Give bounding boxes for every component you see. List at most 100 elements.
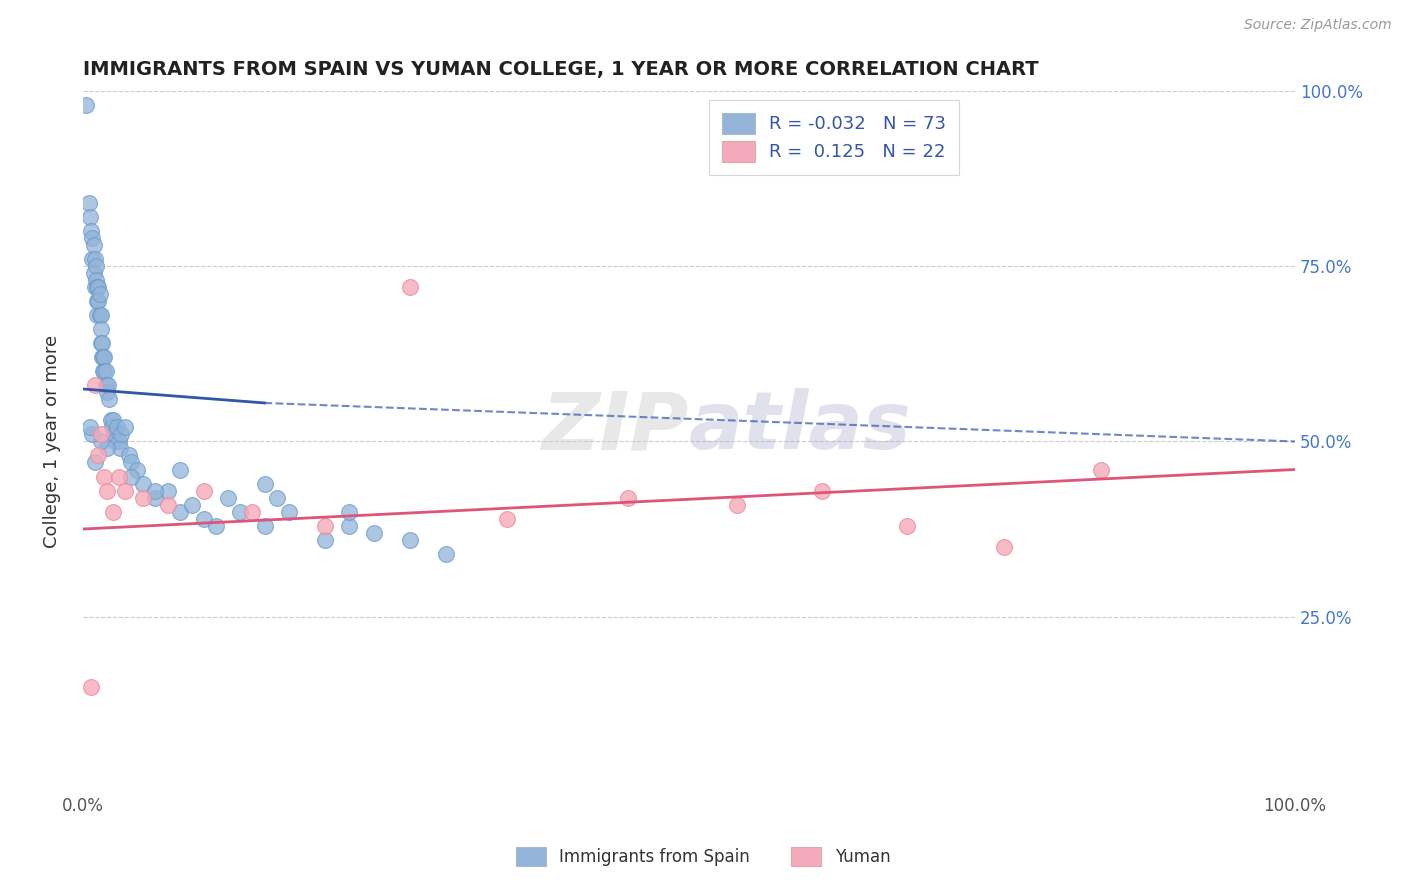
Point bbox=[145, 483, 167, 498]
Point bbox=[205, 518, 228, 533]
Point bbox=[90, 336, 112, 351]
Point bbox=[84, 260, 107, 274]
Point bbox=[96, 442, 118, 456]
Point bbox=[434, 547, 457, 561]
Point bbox=[89, 287, 111, 301]
Point bbox=[83, 238, 105, 252]
Point bbox=[399, 533, 422, 547]
Point bbox=[169, 504, 191, 518]
Point bbox=[86, 294, 108, 309]
Point bbox=[105, 420, 128, 434]
Point bbox=[94, 378, 117, 392]
Point bbox=[75, 98, 97, 112]
Point bbox=[90, 427, 112, 442]
Point bbox=[127, 462, 149, 476]
Point bbox=[104, 434, 127, 449]
Y-axis label: College, 1 year or more: College, 1 year or more bbox=[44, 334, 60, 548]
Point bbox=[337, 518, 360, 533]
Point bbox=[86, 280, 108, 294]
Point bbox=[100, 413, 122, 427]
Point bbox=[79, 420, 101, 434]
Point bbox=[314, 533, 336, 547]
Point bbox=[96, 483, 118, 498]
Point bbox=[83, 266, 105, 280]
Point bbox=[617, 491, 640, 505]
Point bbox=[114, 420, 136, 434]
Point bbox=[86, 309, 108, 323]
Point bbox=[77, 196, 100, 211]
Point bbox=[118, 449, 141, 463]
Point bbox=[93, 469, 115, 483]
Point bbox=[79, 211, 101, 225]
Point bbox=[82, 231, 104, 245]
Point bbox=[83, 378, 105, 392]
Point bbox=[314, 518, 336, 533]
Point bbox=[229, 504, 252, 518]
Point bbox=[108, 469, 131, 483]
Point bbox=[363, 525, 385, 540]
Point bbox=[94, 364, 117, 378]
Point bbox=[496, 511, 519, 525]
Point bbox=[811, 483, 834, 498]
Text: ZIP: ZIP bbox=[541, 389, 689, 467]
Point bbox=[83, 252, 105, 267]
Point bbox=[98, 392, 121, 407]
Point bbox=[97, 378, 120, 392]
Point bbox=[120, 469, 142, 483]
Point bbox=[90, 309, 112, 323]
Point bbox=[91, 351, 114, 365]
Point bbox=[896, 518, 918, 533]
Text: IMMIGRANTS FROM SPAIN VS YUMAN COLLEGE, 1 YEAR OR MORE CORRELATION CHART: IMMIGRANTS FROM SPAIN VS YUMAN COLLEGE, … bbox=[83, 60, 1038, 78]
Point bbox=[193, 483, 215, 498]
Point bbox=[242, 504, 264, 518]
Legend: Immigrants from Spain, Yuman: Immigrants from Spain, Yuman bbox=[508, 838, 898, 875]
Point bbox=[110, 427, 132, 442]
Point bbox=[90, 322, 112, 336]
Point bbox=[80, 224, 103, 238]
Point bbox=[103, 427, 125, 442]
Point bbox=[993, 540, 1015, 554]
Legend: R = -0.032   N = 73, R =  0.125   N = 22: R = -0.032 N = 73, R = 0.125 N = 22 bbox=[710, 100, 959, 175]
Point bbox=[83, 280, 105, 294]
Point bbox=[91, 364, 114, 378]
Point bbox=[156, 483, 179, 498]
Point bbox=[277, 504, 299, 518]
Point bbox=[253, 476, 276, 491]
Point bbox=[101, 413, 124, 427]
Point bbox=[91, 336, 114, 351]
Point bbox=[253, 518, 276, 533]
Point bbox=[110, 442, 132, 456]
Point bbox=[399, 280, 422, 294]
Point bbox=[90, 434, 112, 449]
Point bbox=[82, 427, 104, 442]
Point bbox=[337, 504, 360, 518]
Point bbox=[87, 294, 110, 309]
Point bbox=[114, 483, 136, 498]
Point bbox=[96, 385, 118, 400]
Point bbox=[145, 491, 167, 505]
Point bbox=[180, 498, 202, 512]
Point bbox=[89, 309, 111, 323]
Point bbox=[108, 434, 131, 449]
Point bbox=[80, 680, 103, 694]
Text: atlas: atlas bbox=[689, 389, 911, 467]
Point bbox=[91, 351, 114, 365]
Point bbox=[87, 280, 110, 294]
Point bbox=[82, 252, 104, 267]
Point bbox=[93, 364, 115, 378]
Point bbox=[100, 420, 122, 434]
Point bbox=[217, 491, 239, 505]
Text: Source: ZipAtlas.com: Source: ZipAtlas.com bbox=[1244, 18, 1392, 32]
Point bbox=[169, 462, 191, 476]
Point bbox=[132, 491, 155, 505]
Point bbox=[87, 449, 110, 463]
Point bbox=[156, 498, 179, 512]
Point bbox=[120, 455, 142, 469]
Point bbox=[193, 511, 215, 525]
Point bbox=[725, 498, 748, 512]
Point bbox=[101, 504, 124, 518]
Point bbox=[84, 273, 107, 287]
Point bbox=[93, 351, 115, 365]
Point bbox=[266, 491, 288, 505]
Point bbox=[132, 476, 155, 491]
